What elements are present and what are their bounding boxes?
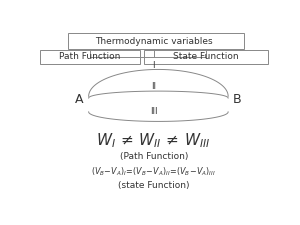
- Text: II: II: [151, 82, 156, 91]
- Bar: [40, 50, 140, 64]
- Bar: [68, 33, 244, 49]
- Text: State Function: State Function: [173, 52, 239, 61]
- Text: III: III: [150, 106, 158, 115]
- Text: (Path Function): (Path Function): [120, 152, 188, 161]
- Text: A: A: [75, 93, 84, 106]
- Text: $(V_B\!-\!V_A)_I\!=\!(V_B\!-\!V_A)_{II}\!=\!(V_B\!-\!V_A)_{III}$: $(V_B\!-\!V_A)_I\!=\!(V_B\!-\!V_A)_{II}\…: [92, 165, 216, 178]
- Text: I: I: [152, 61, 155, 70]
- Text: (state Function): (state Function): [118, 181, 190, 190]
- Text: Path Function: Path Function: [59, 52, 121, 61]
- Bar: [145, 50, 268, 64]
- Text: Thermodynamic variables: Thermodynamic variables: [95, 37, 213, 46]
- Text: $\mathbf{\mathit{W}}_{I}\,\neq\,\mathbf{\mathit{W}}_{II}\,\neq\,\mathbf{\mathit{: $\mathbf{\mathit{W}}_{I}\,\neq\,\mathbf{…: [97, 131, 211, 150]
- Text: B: B: [233, 93, 242, 106]
